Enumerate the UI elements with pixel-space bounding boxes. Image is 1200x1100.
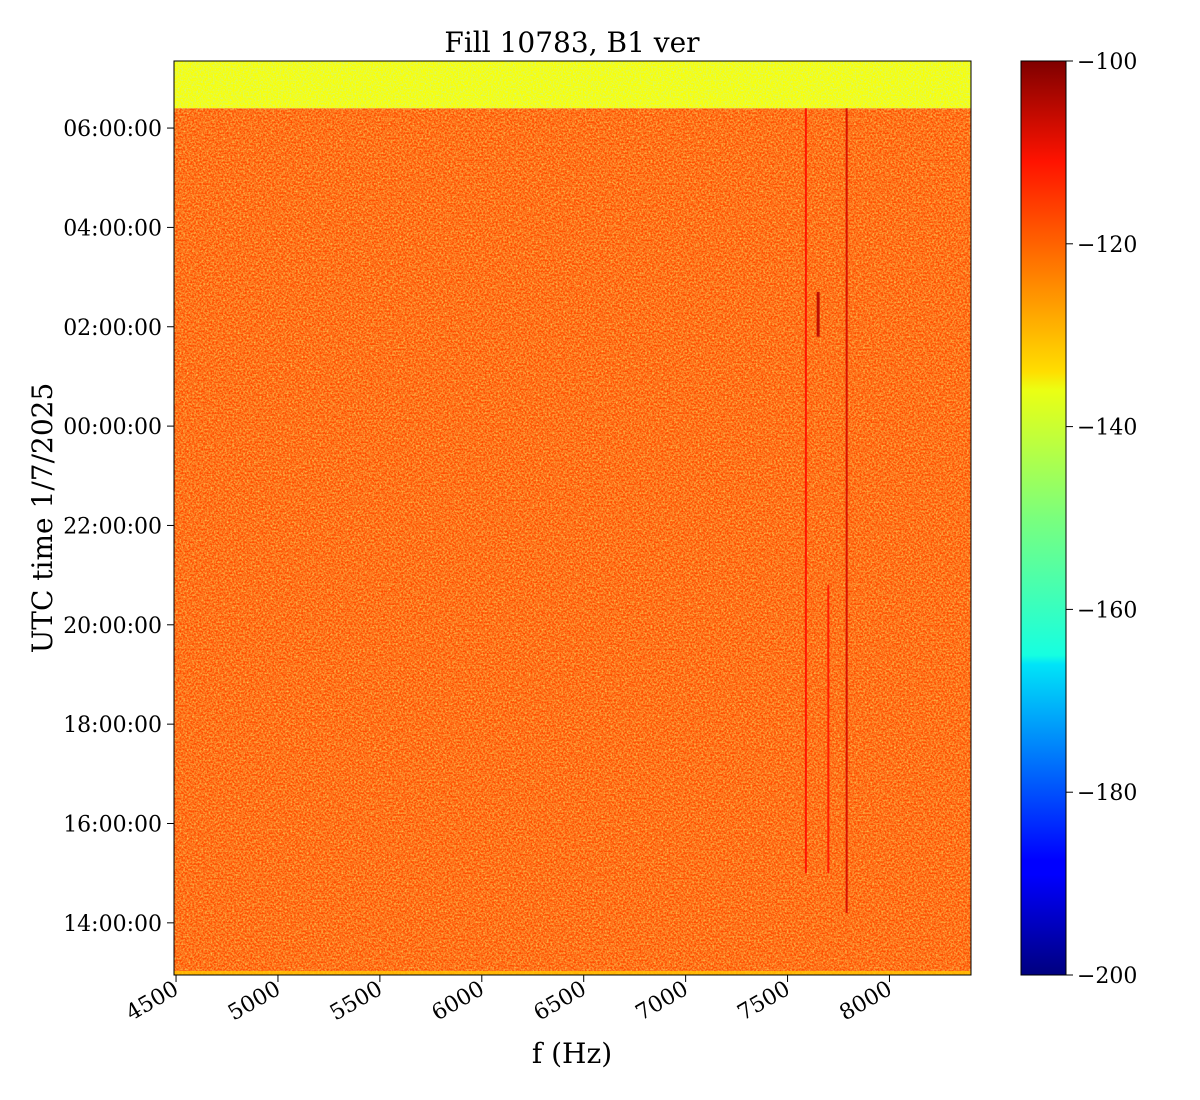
x-tick-label: 5500 (326, 977, 387, 1027)
plot-frame (173, 60, 972, 976)
heatmap-bottom-strip (174, 971, 971, 975)
x-tick-label: 6500 (530, 977, 591, 1027)
colorbar-tick-label: −100 (1077, 50, 1137, 75)
x-tick-label: 7500 (734, 977, 795, 1027)
y-tick-label: 14:00:00 (63, 912, 162, 937)
x-tick-label: 7000 (632, 977, 693, 1027)
colorbar-gradient (1021, 61, 1066, 975)
y-tick-label: 18:00:00 (63, 713, 162, 738)
x-axis-label: f (Hz) (532, 1037, 612, 1070)
y-tick-label: 22:00:00 (63, 514, 162, 539)
colorbar-frame (1020, 60, 1067, 976)
x-tick-label: 4500 (122, 977, 183, 1027)
y-tick-label: 16:00:00 (63, 812, 162, 837)
chart-title: Fill 10783, B1 ver (444, 26, 700, 59)
y-tick-label: 20:00:00 (63, 614, 162, 639)
x-axis: 4500 5000 5500 6000 6500 7000 7500 8000 (122, 975, 896, 1026)
x-tick-label: 8000 (835, 977, 896, 1027)
colorbar-tick-label: −140 (1077, 416, 1137, 441)
colorbar: −100 −120 −140 −160 −180 −200 (1020, 50, 1137, 989)
colorbar-tick-label: −200 (1077, 964, 1137, 989)
y-axis-label: UTC time 1/7/2025 (26, 383, 59, 654)
y-tick-label: 00:00:00 (63, 415, 162, 440)
heatmap-region-noise-0 (174, 108, 971, 975)
colorbar-tick-label: −180 (1077, 781, 1137, 806)
y-tick-label: 06:00:00 (63, 117, 162, 142)
x-tick-label: 6000 (428, 977, 489, 1027)
colorbar-tick-label: −160 (1077, 598, 1137, 623)
colorbar-tick-label: −120 (1077, 233, 1137, 258)
x-tick-label: 5000 (224, 977, 285, 1027)
y-tick-label: 04:00:00 (63, 216, 162, 241)
heatmap-region-noise-1 (174, 61, 971, 109)
y-axis: 14:00:00 16:00:00 18:00:00 20:00:00 22:00:00… (63, 117, 174, 937)
heatmap-plot-area (174, 61, 971, 975)
y-tick-label: 02:00:00 (63, 316, 162, 341)
